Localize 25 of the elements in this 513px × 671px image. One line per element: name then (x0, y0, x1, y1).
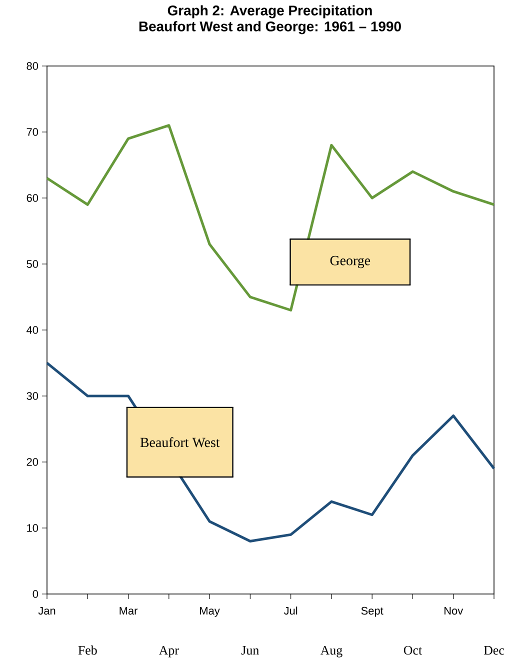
x-tick-label: Jul (284, 606, 298, 615)
y-tick-label: 30 (26, 392, 38, 400)
line-series (46, 124, 496, 312)
x-tick-label: Aug (320, 646, 342, 658)
y-tick-label: 40 (26, 326, 38, 334)
x-tick-label: Oct (404, 646, 422, 655)
y-tick-label: 50 (26, 260, 38, 268)
y-tick-label: 10 (27, 524, 38, 532)
y-tick-label: 20 (26, 458, 38, 466)
x-tick-label: Sept (361, 606, 384, 617)
y-tick-label: 70 (26, 128, 38, 136)
x-tick-label: May (200, 606, 220, 617)
x-tick-label: Jan (38, 606, 56, 615)
chart-title: Graph 2: Average Precipitation Beaufort West and George: 1961 – 1990 (139, 5, 401, 34)
x-tick-label: Apr (158, 646, 179, 658)
y-tick-label: 0 (32, 590, 38, 598)
y-tick-label: 60 (26, 194, 38, 202)
x-tick-label: Jun (241, 646, 259, 655)
series-label: George (330, 256, 370, 268)
y-tick-label: 80 (26, 62, 38, 70)
x-tick-label: Feb (78, 646, 97, 655)
x-tick-label: Dec (484, 646, 504, 655)
x-tick-label: Mar (120, 606, 138, 615)
series-label: Beaufort West (140, 437, 220, 448)
x-tick-label: Nov (444, 606, 464, 615)
